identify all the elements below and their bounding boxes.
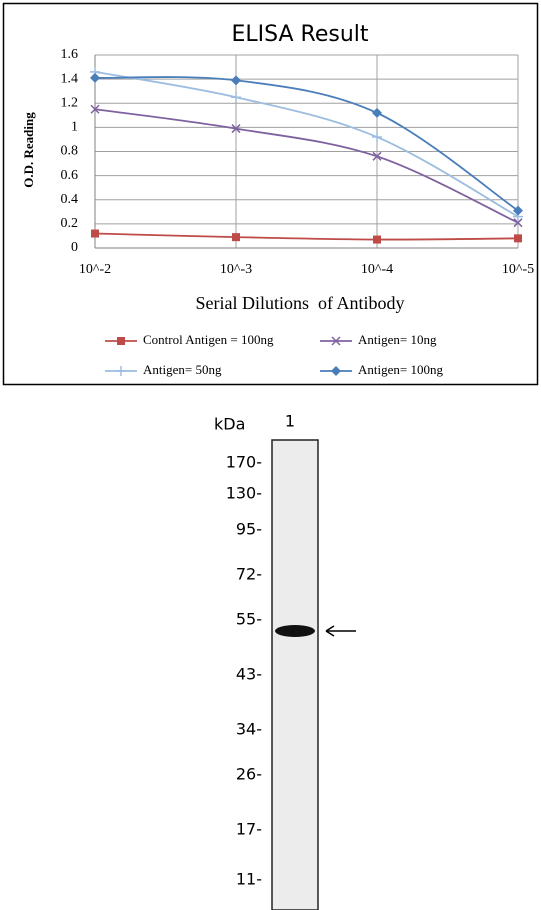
legend-label: Antigen= 50ng: [143, 362, 222, 377]
data-point: [231, 75, 241, 86]
y-tick-label: 0: [71, 240, 78, 255]
legend-marker: [116, 366, 126, 376]
series-line: [94, 108, 519, 224]
y-tick-label: 1: [71, 120, 78, 135]
y-tick-label: 1.4: [61, 71, 79, 86]
x-tick-label: 10^-3: [220, 262, 252, 277]
data-point: [372, 151, 382, 161]
data-point: [372, 107, 382, 118]
blot-lane-label: 1: [285, 412, 295, 431]
y-tick-label: 0.8: [61, 144, 79, 159]
y-axis-label: O.D. Reading: [21, 112, 36, 188]
y-tick-label: 1.6: [61, 47, 79, 62]
blot-marker-label: 95-: [236, 520, 262, 539]
series-line: [94, 232, 519, 241]
legend-label: Control Antigen = 100ng: [143, 332, 274, 347]
chart-frame: [2, 2, 539, 386]
x-axis-label: Serial Dilutions of Antibody: [196, 293, 405, 313]
blot-marker-label: 43-: [236, 665, 262, 684]
data-point: [513, 205, 523, 216]
legend-label: Antigen= 10ng: [358, 332, 437, 347]
data-point: [373, 235, 381, 244]
y-tick-label: 0.2: [61, 216, 79, 231]
legend-marker: [331, 336, 341, 346]
x-tick-label: 10^-5: [502, 262, 534, 277]
blot-marker-label: 72-: [236, 565, 262, 584]
blot-marker-label: 170-: [226, 453, 262, 472]
blot-lane: [271, 439, 319, 910]
blot-unit-label: kDa: [214, 415, 245, 434]
data-point: [514, 234, 522, 243]
x-tick-label: 10^-2: [79, 262, 111, 277]
data-point: [232, 233, 240, 242]
y-tick-label: 0.4: [61, 192, 79, 207]
blot-marker-label: 11-: [236, 870, 262, 889]
arrow-head: [325, 625, 335, 637]
data-point: [231, 124, 241, 134]
legend-marker: [117, 337, 125, 345]
data-point: [90, 72, 100, 83]
blot-marker-label: 26-: [236, 765, 262, 784]
blot-band: [275, 625, 315, 637]
y-tick-label: 1.2: [61, 95, 79, 110]
series-line: [94, 76, 519, 212]
legend-marker: [331, 366, 341, 376]
blot-marker-label: 34-: [236, 720, 262, 739]
data-point: [513, 218, 523, 228]
legend-label: Antigen= 100ng: [358, 362, 443, 377]
data-point: [372, 132, 382, 143]
series-line: [94, 71, 519, 218]
blot-marker-label: 130-: [226, 484, 262, 503]
data-point: [90, 104, 100, 114]
data-point: [91, 229, 99, 238]
x-tick-label: 10^-4: [361, 262, 393, 277]
y-tick-label: 0.6: [61, 168, 79, 183]
chart-title: ELISA Result: [231, 22, 368, 47]
blot-marker-label: 55-: [236, 610, 262, 629]
blot-marker-label: 17-: [236, 820, 262, 839]
data-point: [231, 92, 241, 103]
